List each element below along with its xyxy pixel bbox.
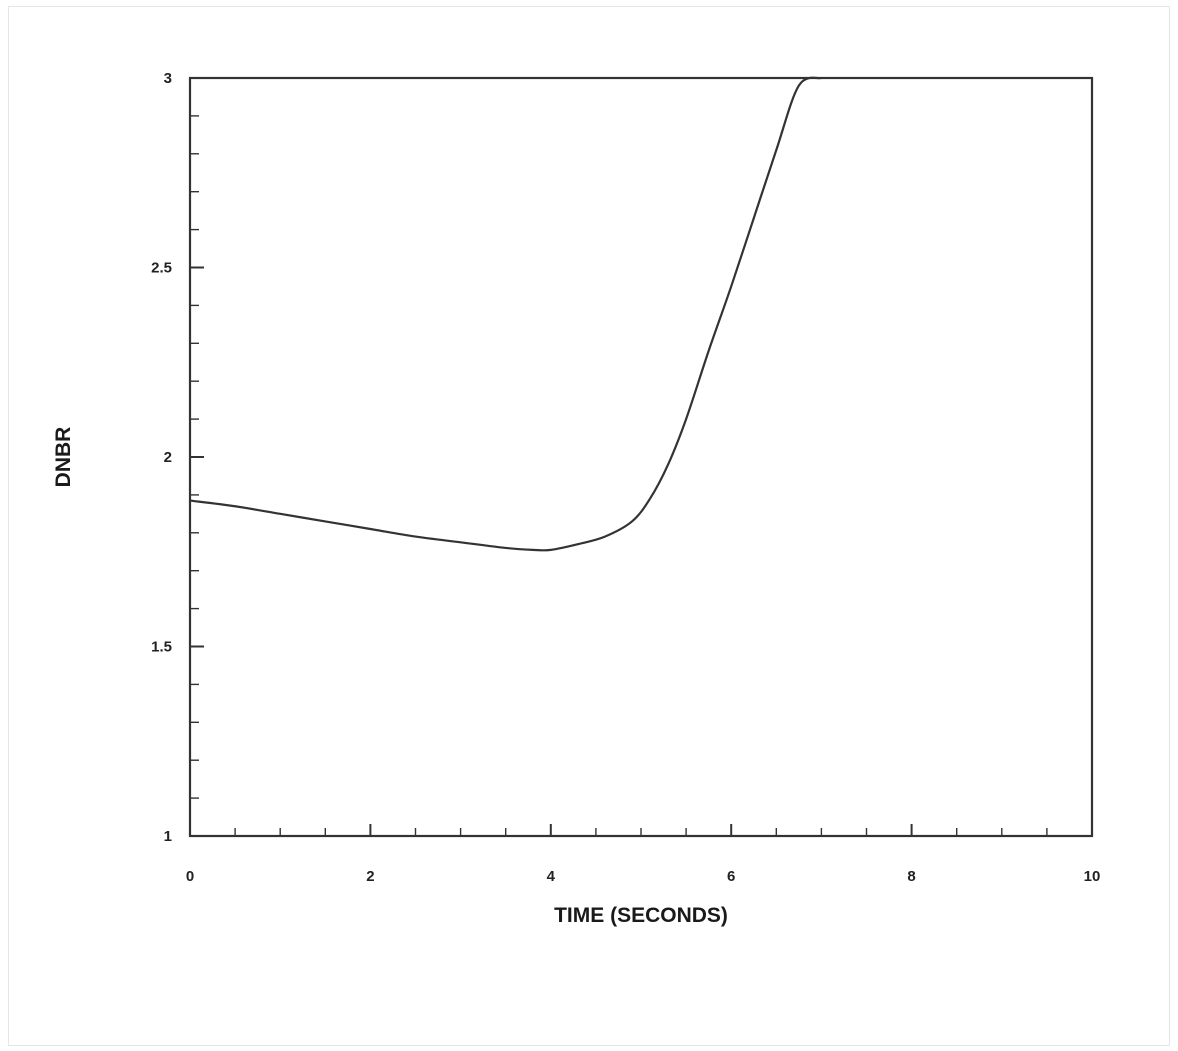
y-tick-label: 1	[164, 828, 172, 845]
series-layer	[188, 76, 823, 552]
y-tick-label: 3	[164, 70, 172, 87]
x-tick-label: 2	[366, 868, 374, 885]
dnbr-series-line	[188, 76, 823, 552]
x-tick-label: 4	[547, 868, 556, 885]
y-tick-label: 2.5	[151, 260, 172, 277]
x-tick-label: 8	[907, 868, 915, 885]
y-axis-title: DNBR	[52, 427, 75, 488]
y-tick-label: 2	[164, 449, 172, 466]
x-axis-title: TIME (SECONDS)	[554, 904, 728, 927]
x-tick-label: 0	[186, 868, 194, 885]
x-tick-label: 6	[727, 868, 735, 885]
tick-labels: 0 2 4 6 8 10 1 1.5 2 2.5 3	[151, 70, 1100, 885]
figure-frame	[8, 6, 1170, 1046]
y-tick-label: 1.5	[151, 639, 172, 656]
plot-area	[188, 76, 1094, 838]
x-tick-label: 10	[1084, 868, 1101, 885]
axis-ticks	[189, 77, 1093, 837]
